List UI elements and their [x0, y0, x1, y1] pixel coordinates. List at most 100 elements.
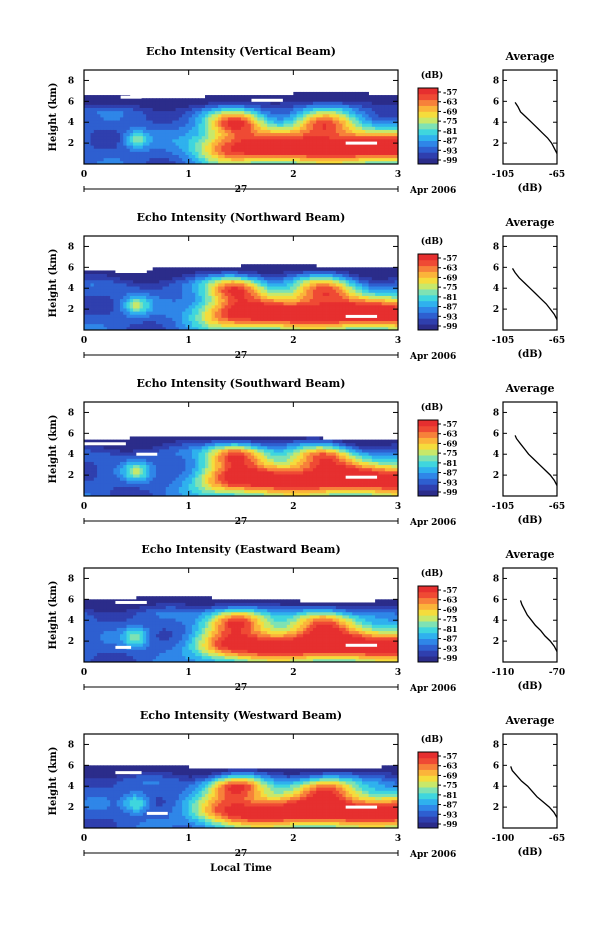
heatmap-cell: [175, 455, 180, 459]
heatmap-cell: [152, 449, 157, 453]
heatmap-cell: [175, 320, 180, 325]
heatmap-cell: [142, 126, 147, 130]
heatmap-cell: [159, 151, 163, 155]
heatmap-cell: [93, 113, 98, 118]
heatmap-cell: [113, 461, 118, 466]
heatmap-cell: [116, 464, 121, 469]
heatmap-cell: [136, 129, 140, 134]
heatmap-cell: [388, 104, 392, 108]
heatmap-cell: [332, 157, 337, 162]
heatmap-cell: [322, 298, 327, 303]
heatmap-cell: [182, 314, 186, 318]
panel-title: Echo Intensity (Northward Beam): [137, 211, 346, 224]
heatmap-cell: [322, 120, 327, 124]
average-y-tick-label: 6: [493, 97, 499, 107]
heatmap-cell: [381, 301, 386, 306]
heatmap-cell: [178, 311, 183, 315]
heatmap-cell: [309, 132, 314, 137]
heatmap-cell: [257, 323, 262, 328]
heatmap-cell: [214, 123, 219, 127]
heatmap-cell: [100, 308, 105, 312]
heatmap-cell: [312, 273, 317, 278]
heatmap-cell: [234, 311, 239, 315]
heatmap-cell: [205, 439, 209, 444]
heatmap-cell: [136, 135, 140, 140]
heatmap-cell: [326, 107, 330, 112]
heatmap-cell: [116, 492, 121, 497]
heatmap-cell: [155, 160, 160, 165]
heatmap-cell: [335, 129, 340, 134]
heatmap-cell: [365, 267, 369, 271]
heatmap-cell: [126, 273, 131, 278]
heatmap-cell: [326, 283, 330, 287]
heatmap-cell: [211, 317, 216, 321]
heatmap-cell: [309, 135, 314, 140]
heatmap-cell: [90, 449, 95, 453]
heatmap-cell: [142, 120, 147, 124]
heatmap-cell: [260, 126, 265, 130]
heatmap-cell: [100, 270, 105, 274]
heatmap-cell: [342, 138, 347, 143]
heatmap-cell: [388, 289, 392, 293]
heatmap-cell: [211, 483, 216, 487]
heatmap-cell: [97, 283, 101, 287]
heatmap-cell: [133, 474, 137, 478]
heatmap-cell: [365, 326, 369, 331]
heatmap-cell: [247, 273, 252, 278]
heatmap-cell: [146, 104, 150, 108]
heatmap-cell: [162, 458, 167, 462]
heatmap-cell: [97, 132, 101, 137]
heatmap-cell: [254, 101, 258, 105]
heatmap-cell: [237, 151, 242, 155]
heatmap-cell: [260, 301, 265, 306]
heatmap-cell: [84, 145, 88, 149]
heatmap-cell: [316, 148, 320, 152]
heatmap-cell: [214, 135, 219, 140]
heatmap-cell: [155, 151, 160, 155]
heatmap-cell: [146, 461, 150, 466]
heatmap-cell: [296, 98, 301, 102]
heatmap-cell: [84, 467, 88, 472]
heatmap-cell: [188, 461, 193, 466]
heatmap-cell: [155, 145, 160, 149]
heatmap-cell: [113, 129, 118, 134]
heatmap-cell: [365, 279, 369, 284]
heatmap-cell: [214, 113, 219, 118]
heatmap-cell: [381, 157, 386, 162]
heatmap-cell: [299, 91, 304, 96]
heatmap-cell: [378, 145, 383, 149]
heatmap-cell: [201, 129, 206, 134]
heatmap-cell: [355, 135, 360, 140]
heatmap-cell: [322, 320, 327, 325]
heatmap-cell: [188, 135, 193, 140]
heatmap-cell: [113, 455, 118, 459]
heatmap-cell: [345, 295, 350, 300]
heatmap-cell: [155, 474, 160, 478]
heatmap-cell: [93, 314, 98, 318]
heatmap-cell: [87, 308, 91, 312]
heatmap-cell: [326, 267, 330, 271]
heatmap-cell: [221, 474, 226, 478]
heatmap-cell: [322, 304, 327, 309]
heatmap-cell: [142, 317, 147, 321]
heatmap-cell: [237, 301, 242, 306]
heatmap-cell: [169, 142, 173, 146]
heatmap-cell: [254, 145, 258, 149]
heatmap-cell: [388, 286, 392, 290]
heatmap-cell: [214, 101, 219, 105]
heatmap-cell: [345, 126, 350, 130]
heatmap-cell: [296, 107, 301, 112]
heatmap-cell: [309, 264, 314, 268]
heatmap-cell: [113, 107, 118, 112]
heatmap-cell: [391, 117, 396, 121]
heatmap-cell: [257, 289, 262, 293]
heatmap-cell: [113, 483, 118, 487]
heatmap-cell: [352, 98, 356, 102]
heatmap-cell: [139, 117, 144, 121]
heatmap-cell: [103, 492, 108, 497]
heatmap-cell: [293, 151, 297, 155]
heatmap-cell: [119, 480, 124, 484]
heatmap-cell: [221, 276, 226, 281]
heatmap-cell: [293, 289, 297, 293]
heatmap-cell: [155, 449, 160, 453]
